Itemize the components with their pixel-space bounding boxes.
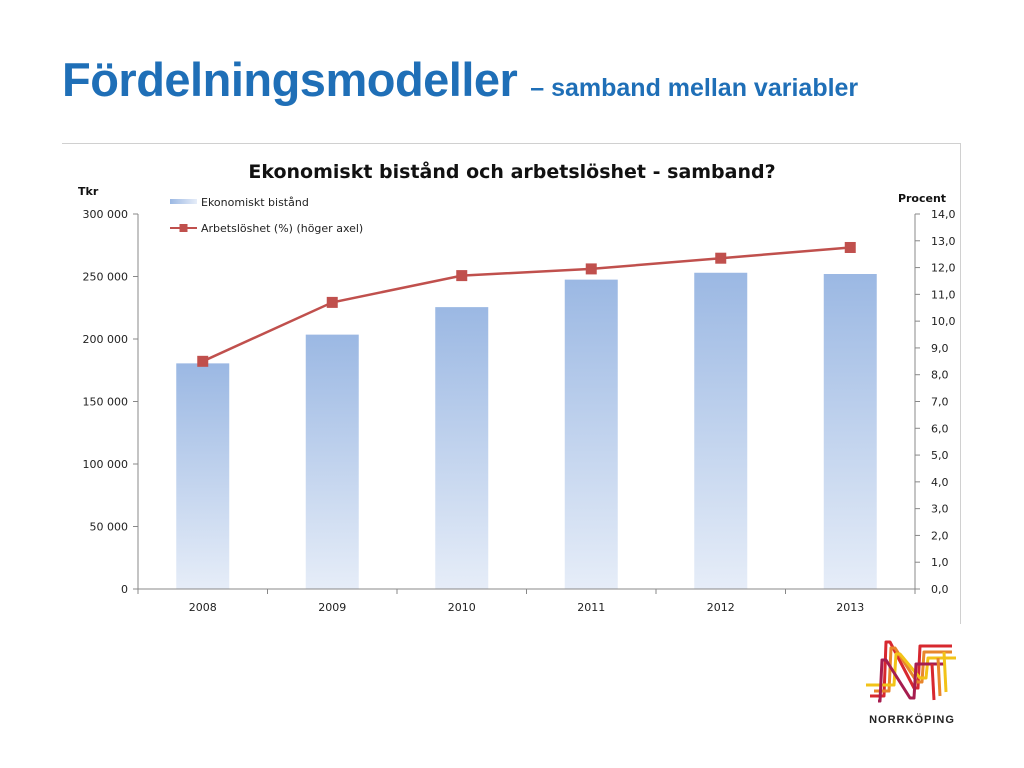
bar-2009 [305, 334, 359, 589]
y-left-axis-title: Tkr [78, 185, 99, 198]
line-marker-2010 [456, 270, 468, 282]
y-left-tick-label: 200 000 [83, 333, 129, 346]
chart-title: Ekonomiskt bistånd och arbetslöshet - sa… [248, 159, 775, 183]
logo-text: NORRKÖPING [869, 714, 955, 726]
y-right-tick-label: 11,0 [931, 288, 956, 301]
bar-2011 [564, 279, 618, 589]
y-right-tick-label: 12,0 [931, 262, 956, 275]
y-left-tick-label: 50 000 [90, 521, 129, 534]
y-right-tick-label: 3,0 [931, 503, 949, 516]
legend-swatch-bar [170, 199, 197, 204]
y-right-tick-label: 2,0 [931, 529, 949, 542]
line-marker-2013 [844, 241, 856, 253]
line-marker-2009 [326, 296, 338, 308]
chart-legend: Ekonomiskt bistånd Arbetslöshet (%) (hög… [170, 196, 363, 235]
y-right-tick-label: 8,0 [931, 369, 949, 382]
norrkoping-n-logo-icon [866, 640, 956, 703]
y-right-tick-label: 10,0 [931, 315, 956, 328]
y-left-tick-label: 300 000 [83, 208, 129, 221]
bar-2013 [823, 274, 877, 589]
line-marker-2011 [585, 263, 597, 275]
x-tick-label-2013: 2013 [836, 601, 864, 614]
slide-title-sub: – samband mellan variabler [530, 74, 859, 102]
y-right-tick-label: 14,0 [931, 208, 956, 221]
bar-2008 [176, 363, 230, 589]
legend-label-line: Arbetslöshet (%) (höger axel) [201, 222, 363, 235]
combo-chart: Ekonomiskt bistånd och arbetslöshet - sa… [78, 159, 956, 614]
y-left-tick-label: 150 000 [83, 396, 129, 409]
y-right-tick-label: 7,0 [931, 396, 949, 409]
plot-area: 0 50 000 100 000 150 000 200 000 250 000 300 0… [83, 208, 956, 614]
slide-title-main: Fördelningsmodeller [62, 53, 518, 106]
y-right-tick-label: 4,0 [931, 476, 949, 489]
bar-2010 [435, 307, 489, 589]
y-right-tick-label: 5,0 [931, 449, 949, 462]
norrkoping-logo: NORRKÖPING [862, 638, 962, 738]
x-tick-label-2012: 2012 [707, 601, 735, 614]
y-left-tick-label: 250 000 [83, 271, 129, 284]
x-tick-label-2008: 2008 [189, 601, 217, 614]
chart-container: Ekonomiskt bistånd och arbetslöshet - sa… [62, 143, 961, 624]
line-marker-2012 [715, 252, 727, 264]
y-right-tick-label: 1,0 [931, 556, 949, 569]
y-right-axis-title: Procent [898, 192, 946, 205]
y-right-tick-label: 0,0 [931, 583, 949, 596]
y-right-tick-label: 13,0 [931, 235, 956, 248]
legend-label-bar: Ekonomiskt bistånd [201, 196, 309, 209]
line-marker-2008 [197, 355, 209, 367]
y-right-tick-label: 9,0 [931, 342, 949, 355]
slide-title: Fördelningsmodeller – samband mellan var… [62, 52, 858, 107]
y-right-tick-label: 6,0 [931, 422, 949, 435]
line-series-arbetsloshet [202, 246, 851, 363]
y-left-tick-label: 0 [121, 583, 128, 596]
x-tick-label-2010: 2010 [448, 601, 476, 614]
x-tick-label-2009: 2009 [318, 601, 346, 614]
bar-2012 [694, 272, 748, 589]
legend-swatch-marker [179, 224, 188, 232]
y-left-tick-label: 100 000 [83, 458, 129, 471]
x-tick-label-2011: 2011 [577, 601, 605, 614]
